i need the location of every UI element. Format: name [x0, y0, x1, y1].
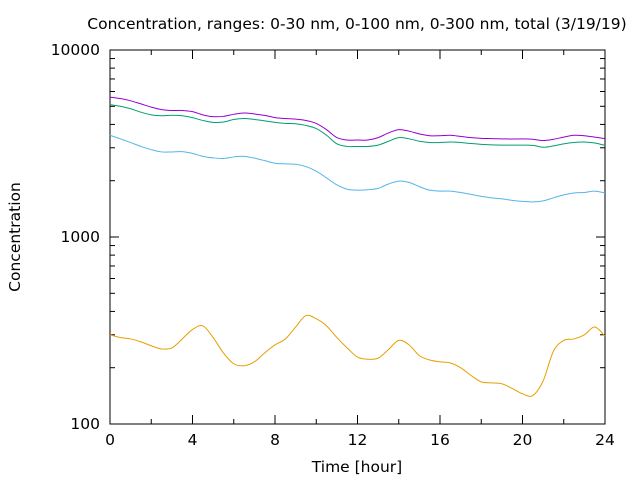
- x-tick-label: 0: [105, 431, 115, 449]
- x-tick-label: 8: [270, 431, 280, 449]
- series-line-1: [109, 314, 606, 397]
- y-axis-label: Concentration: [6, 182, 24, 292]
- x-tick-label: 20: [513, 431, 533, 449]
- data-series: [109, 96, 606, 397]
- y-tick-labels: 100 1000 10000: [51, 41, 100, 433]
- x-tick-labels: 0 4 8 12 16 20 24: [105, 431, 615, 449]
- series-line-4: [109, 96, 606, 142]
- series-line-2: [109, 134, 606, 203]
- axis-ticks: [109, 49, 606, 425]
- plot-area: [109, 49, 606, 425]
- chart-title: Concentration, ranges: 0-30 nm, 0-100 nm…: [87, 15, 626, 33]
- series-line-3: [109, 104, 606, 148]
- x-tick-label: 16: [430, 431, 450, 449]
- y-tick-label: 10000: [51, 41, 100, 59]
- x-tick-label: 12: [348, 431, 368, 449]
- y-tick-label: 100: [70, 415, 100, 433]
- x-axis-label: Time [hour]: [311, 458, 402, 476]
- x-tick-label: 4: [188, 431, 198, 449]
- y-tick-label: 1000: [61, 228, 100, 246]
- x-tick-label: 24: [595, 431, 615, 449]
